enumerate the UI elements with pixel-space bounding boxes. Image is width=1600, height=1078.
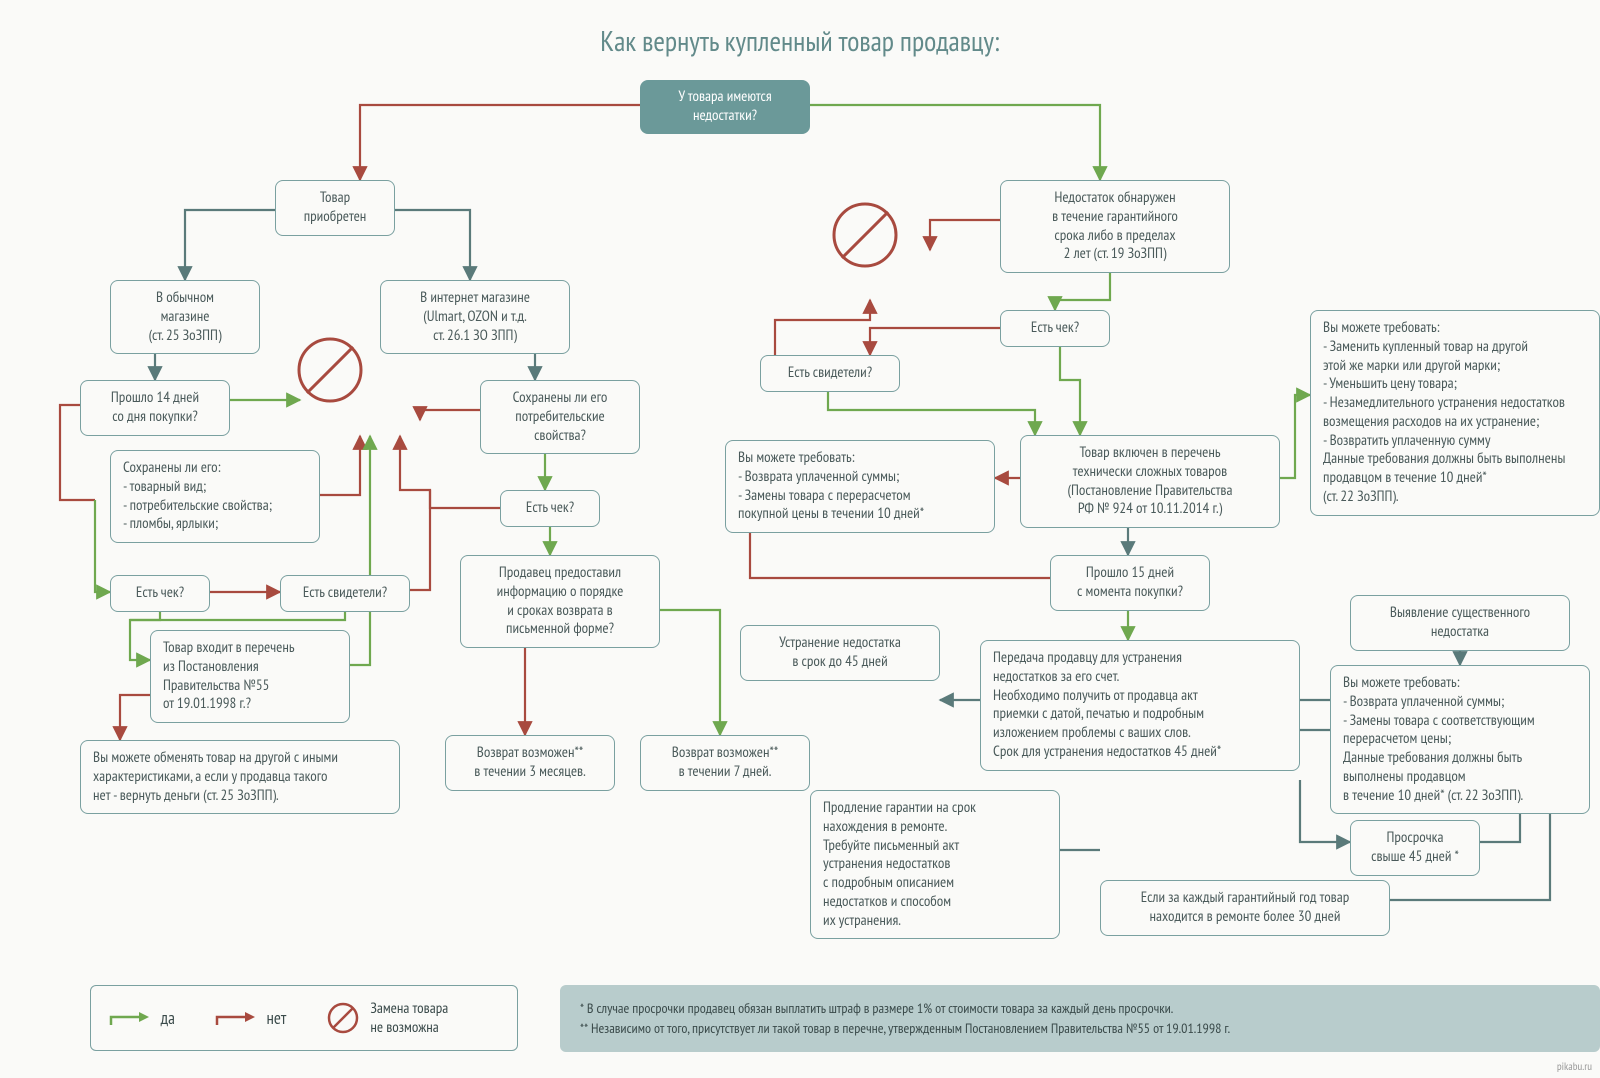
footnote-1: * В случае просрочки продавец обязан вып… xyxy=(580,999,1580,1019)
node-ret7d: Возврат возможен** в течении 7 дней. xyxy=(640,735,810,791)
node-perechen: Товар входит в перечень из Постановления… xyxy=(150,630,350,723)
edge-no xyxy=(360,105,640,180)
node-witness_a: Есть свидетели? xyxy=(280,575,410,612)
node-complex: Товар включен в перечень технически слож… xyxy=(1020,435,1280,528)
node-witness_b: Есть свидетели? xyxy=(760,355,900,392)
legend-yes-label: да xyxy=(161,1007,175,1029)
node-extend: Продление гарантии на срок нахождения в … xyxy=(810,790,1060,939)
node-essential: Выявление существенного недостатка xyxy=(1350,595,1570,651)
node-shop: В обычном магазине (ст. 25 ЗоЗПП) xyxy=(110,280,260,354)
edge-no xyxy=(775,300,870,355)
edge-yes xyxy=(660,610,720,735)
edge-no xyxy=(120,695,150,740)
edge-no xyxy=(320,436,360,495)
prohibit-icon xyxy=(832,202,898,268)
edge-no xyxy=(930,220,1000,250)
node-start: У товара имеются недостатки? xyxy=(640,80,810,134)
node-sellerinfo: Продавец предоставил информацию о порядк… xyxy=(460,555,660,648)
node-fix45: Устранение недостатка в срок до 45 дней xyxy=(740,625,940,681)
node-receipt_c: Есть чек? xyxy=(1000,310,1110,347)
node-demand_c: Вы можете требовать: - Возврата уплаченн… xyxy=(1330,665,1590,814)
node-days14: Прошло 14 дней со дня покупки? xyxy=(80,380,230,436)
node-transfer: Передача продавцу для устранения недоста… xyxy=(980,640,1300,771)
watermark: pikabu.ru xyxy=(1557,1060,1592,1074)
node-receipt_b: Есть чек? xyxy=(500,490,600,527)
node-warranty: Недостаток обнаружен в течение гарантийн… xyxy=(1000,180,1230,273)
edge-yes xyxy=(95,500,110,592)
node-days15: Прошло 15 дней с момента покупки? xyxy=(1050,555,1210,611)
node-ret3m: Возврат возможен** в течении 3 месяцев. xyxy=(445,735,615,791)
edge-no xyxy=(870,328,1000,355)
edge-neutral xyxy=(395,210,470,280)
node-exchange: Вы можете обменять товар на другой с ины… xyxy=(80,740,400,814)
node-purchased: Товар приобретен xyxy=(275,180,395,236)
edge-no xyxy=(400,436,430,590)
legend-prohibit-label: Замена товара не возможна xyxy=(370,999,448,1037)
legend-yes: да xyxy=(109,1007,175,1030)
legend-prohibit: Замена товара не возможна xyxy=(326,999,448,1037)
edge-yes xyxy=(1280,395,1310,478)
legend-no-label: нет xyxy=(266,1007,286,1029)
legend: да нет Замена товара не возможна xyxy=(90,985,518,1051)
edge-yes xyxy=(1060,345,1080,435)
edge-yes xyxy=(810,105,1100,180)
edge-yes xyxy=(350,436,370,665)
edge-no xyxy=(430,490,500,508)
node-propsnet: Сохранены ли его потребительские свойств… xyxy=(480,380,640,454)
node-receipt_a: Есть чек? xyxy=(110,575,210,612)
node-thirty: Если за каждый гарантийный год товар нах… xyxy=(1100,880,1390,936)
edge-yes xyxy=(828,390,1035,435)
edge-neutral xyxy=(185,210,275,280)
node-kept: Сохранены ли его: - товарный вид; - потр… xyxy=(110,450,320,543)
page-title: Как вернуть купленный товар продавцу: xyxy=(0,22,1600,59)
node-net: В интернет магазине (Ulmart, OZON и т.д.… xyxy=(380,280,570,354)
node-demand_a: Вы можете требовать: - Возврата уплаченн… xyxy=(725,440,995,533)
legend-no: нет xyxy=(215,1007,286,1030)
edge-no xyxy=(420,410,480,420)
node-demand_b: Вы можете требовать: - Заменить купленны… xyxy=(1310,310,1600,516)
footnote-2: ** Независимо от того, присутствует ли т… xyxy=(580,1019,1580,1039)
prohibit-icon xyxy=(297,337,363,403)
node-over45: Просрочка свыше 45 дней * xyxy=(1350,820,1480,876)
footnotes: * В случае просрочки продавец обязан вып… xyxy=(560,985,1600,1052)
